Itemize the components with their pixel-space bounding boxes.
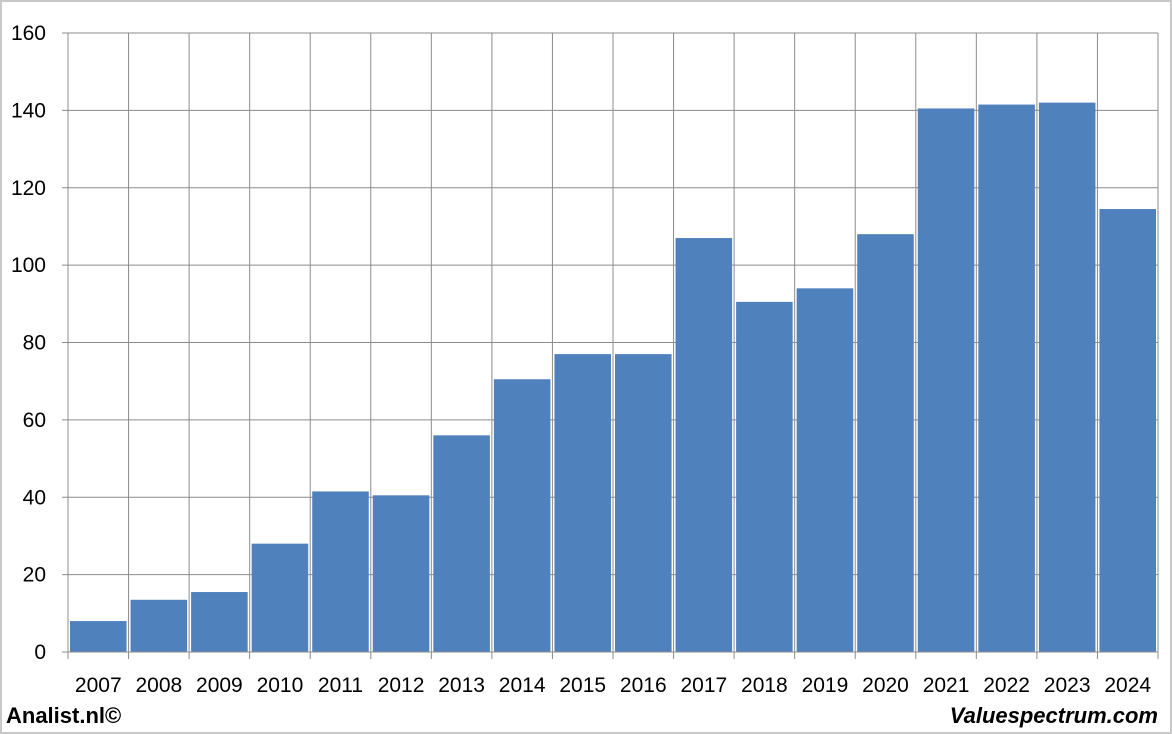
bar-2010 <box>251 543 309 652</box>
bar-2008 <box>130 599 188 652</box>
bar-2011 <box>312 491 369 652</box>
bar-2015 <box>554 354 611 652</box>
bar-2007 <box>70 621 127 652</box>
bar-2023 <box>1038 102 1096 652</box>
x-tick-label: 2012 <box>378 674 425 697</box>
x-tick-label: 2020 <box>862 674 909 697</box>
bar-2024 <box>1099 209 1156 652</box>
y-tick-label: 40 <box>23 486 46 509</box>
y-axis-ticks: 0 20 40 60 80 100 120 140 160 <box>11 22 46 664</box>
y-tick-label: 100 <box>11 254 46 277</box>
x-tick-label: 2010 <box>257 674 304 697</box>
x-tick-label: 2023 <box>1044 674 1091 697</box>
bar-2014 <box>493 379 551 652</box>
y-tick-label: 120 <box>11 177 46 200</box>
y-tick-label: 160 <box>11 22 46 45</box>
bar-2022 <box>978 104 1035 652</box>
x-tick-label: 2014 <box>499 674 546 697</box>
x-tick-label: 2009 <box>196 674 243 697</box>
source-credit-right: Valuespectrum.com <box>949 703 1158 728</box>
x-tick-label: 2024 <box>1104 674 1151 697</box>
x-tick-label: 2016 <box>620 674 667 697</box>
bar-2016 <box>615 354 672 652</box>
x-tick-label: 2015 <box>559 674 606 697</box>
bar-2021 <box>917 108 975 653</box>
y-tick-label: 20 <box>23 564 46 587</box>
bar-2020 <box>857 234 914 653</box>
y-tick-label: 0 <box>34 641 46 664</box>
x-tick-label: 2013 <box>438 674 485 697</box>
bar-2017 <box>675 238 733 652</box>
x-tick-label: 2021 <box>923 674 970 697</box>
y-tick-label: 80 <box>23 332 46 355</box>
x-tick-label: 2007 <box>75 674 122 697</box>
y-tick-label: 140 <box>11 99 46 122</box>
x-tick-label: 2011 <box>318 674 363 697</box>
x-tick-label: 2018 <box>741 674 788 697</box>
bar-2019 <box>796 288 854 652</box>
bar-2012 <box>372 495 430 652</box>
source-credit-left: Analist.nl© <box>6 703 122 728</box>
bar-2013 <box>433 435 490 652</box>
y-tick-label: 60 <box>23 409 46 432</box>
bar-series <box>70 102 1156 653</box>
axes <box>62 32 1159 659</box>
x-axis-ticks: 2007 2008 2009 2010 2011 2012 2013 2014 2015 2016… <box>75 674 1151 697</box>
bar-2018 <box>736 301 793 652</box>
bar-2009 <box>191 592 248 652</box>
x-tick-label: 2008 <box>135 674 182 697</box>
x-tick-label: 2017 <box>680 674 727 697</box>
x-tick-label: 2019 <box>802 674 849 697</box>
x-tick-label: 2022 <box>983 674 1030 697</box>
